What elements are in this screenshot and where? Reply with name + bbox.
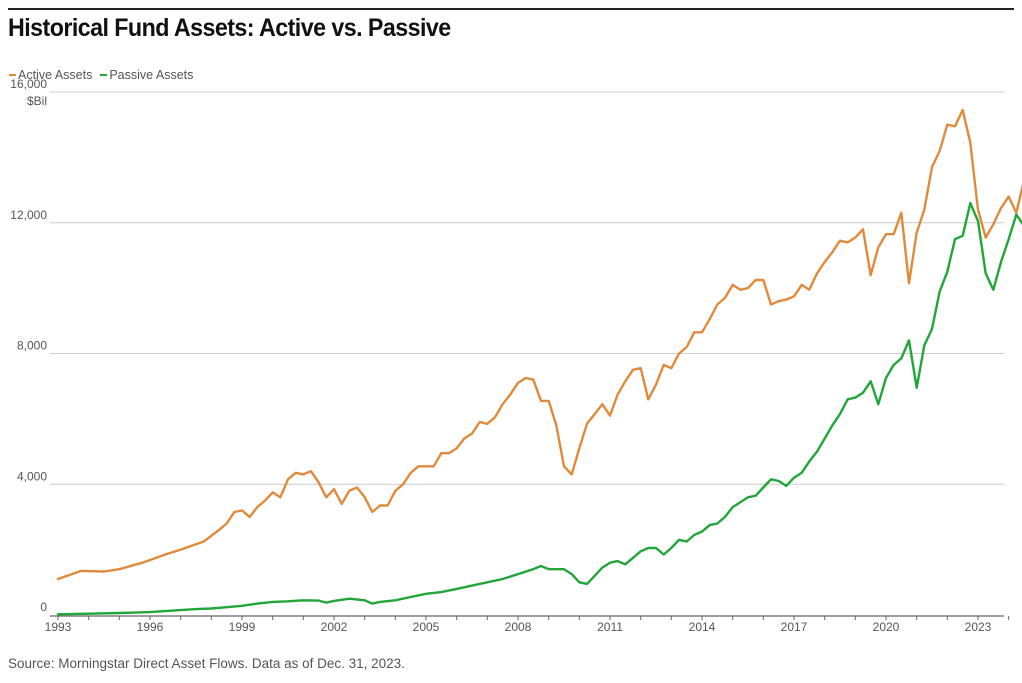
y-tick-label-8000: 8,000: [17, 339, 47, 353]
legend: Active Assets Passive Assets: [9, 68, 193, 82]
x-tick-label-1999: 1999: [229, 620, 256, 634]
y-unit-label: $Bil: [27, 94, 47, 108]
x-tick-label-2002: 2002: [321, 620, 348, 634]
y-tick-label-12000: 12,000: [10, 208, 47, 222]
x-tick-label-1993: 1993: [45, 620, 72, 634]
x-tick-label-2008: 2008: [505, 620, 532, 634]
passive-assets-line: [56, 201, 1022, 616]
legend-label-passive: Passive Assets: [109, 68, 194, 82]
y-tick-label-16000: 16,000: [10, 77, 47, 91]
legend-swatch-passive: [100, 74, 108, 76]
active-assets-line: [56, 108, 1022, 581]
y-tick-label-0: 0: [40, 600, 47, 614]
x-tick-label-2014: 2014: [689, 620, 716, 634]
x-tick-label-2017: 2017: [781, 620, 808, 634]
top-rule: [8, 8, 1014, 10]
legend-label-active: Active Assets: [18, 68, 93, 82]
chart-title: Historical Fund Assets: Active vs. Passi…: [8, 14, 451, 42]
x-tick-label-2023: 2023: [965, 620, 992, 634]
legend-item-passive: Passive Assets: [100, 68, 193, 82]
x-tick-label-2005: 2005: [413, 620, 440, 634]
legend-item-active: Active Assets: [9, 68, 92, 82]
legend-swatch-active: [9, 74, 16, 76]
x-tick-label-2011: 2011: [597, 620, 623, 634]
x-tick-label-2020: 2020: [873, 620, 900, 634]
y-tick-label-4000: 4,000: [17, 469, 47, 483]
x-tick-label-1996: 1996: [137, 620, 164, 634]
source-note: Source: Morningstar Direct Asset Flows. …: [8, 656, 405, 671]
